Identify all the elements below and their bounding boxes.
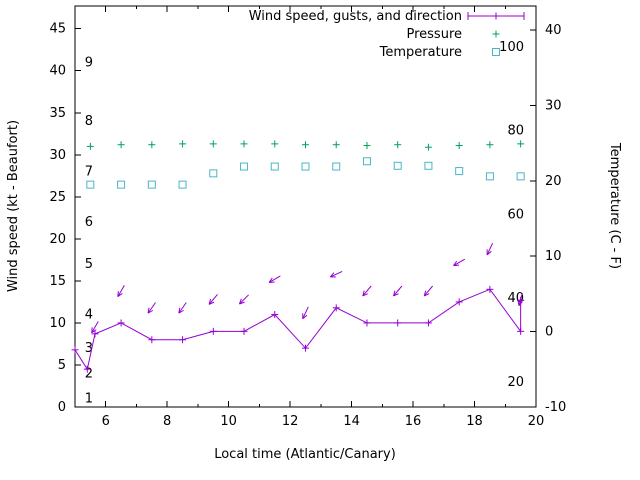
svg-text:9: 9 [85, 55, 93, 70]
svg-text:0: 0 [58, 400, 66, 415]
svg-text:10: 10 [545, 249, 562, 264]
svg-text:45: 45 [49, 22, 66, 37]
svg-text:0: 0 [545, 325, 553, 340]
svg-text:25: 25 [49, 190, 66, 205]
svg-text:14: 14 [343, 414, 360, 429]
svg-text:Wind speed, gusts, and directi: Wind speed, gusts, and direction [249, 9, 462, 24]
svg-text:20: 20 [528, 414, 545, 429]
beaufort-scale-labels: 1 2 3 4 5 6 7 8 9 [85, 55, 93, 406]
right-axis-title: Temperature (C - F) [607, 142, 622, 270]
svg-text:Pressure: Pressure [406, 27, 462, 42]
svg-text:3: 3 [85, 341, 93, 356]
svg-text:7: 7 [85, 165, 93, 180]
svg-text:1: 1 [85, 392, 93, 407]
svg-text:20: 20 [49, 232, 66, 247]
svg-text:15: 15 [49, 274, 66, 289]
svg-text:10: 10 [49, 316, 66, 331]
svg-text:5: 5 [85, 257, 93, 272]
fahrenheit-scale-labels: 100 80 60 40 20 [499, 40, 524, 390]
svg-text:40: 40 [49, 64, 66, 79]
legend: Wind speed, gusts, and direction Pressure… [249, 9, 525, 60]
svg-text:10: 10 [220, 414, 237, 429]
svg-text:20: 20 [507, 375, 524, 390]
svg-text:5: 5 [58, 358, 66, 373]
svg-text:4: 4 [85, 308, 93, 323]
svg-text:35: 35 [49, 106, 66, 121]
svg-text:6: 6 [102, 414, 110, 429]
svg-text:6: 6 [85, 215, 93, 230]
svg-text:40: 40 [507, 291, 524, 306]
svg-text:20: 20 [545, 174, 562, 189]
wind-series [71, 285, 525, 373]
svg-text:80: 80 [507, 124, 524, 139]
pressure-series [86, 140, 525, 151]
gust-direction-arrows [91, 242, 523, 334]
svg-text:18: 18 [466, 414, 483, 429]
svg-text:-10: -10 [545, 400, 566, 415]
svg-text:40: 40 [545, 23, 562, 38]
svg-text:30: 30 [49, 148, 66, 163]
svg-text:8: 8 [163, 414, 171, 429]
x-axis-title: Local time (Atlantic/Canary) [214, 447, 396, 462]
left-axis-title: Wind speed (kt - Beaufort) [6, 119, 21, 293]
svg-text:12: 12 [282, 414, 299, 429]
svg-text:100: 100 [499, 40, 524, 55]
svg-text:Temperature: Temperature [379, 45, 462, 60]
svg-text:60: 60 [507, 207, 524, 222]
svg-text:8: 8 [85, 114, 93, 129]
axes: 6 8 10 12 14 16 18 20051015202530354045-1001020… [49, 5, 566, 429]
svg-text:2: 2 [85, 366, 93, 381]
temperature-series [86, 157, 525, 189]
svg-text:16: 16 [405, 414, 422, 429]
svg-text:30: 30 [545, 98, 562, 113]
